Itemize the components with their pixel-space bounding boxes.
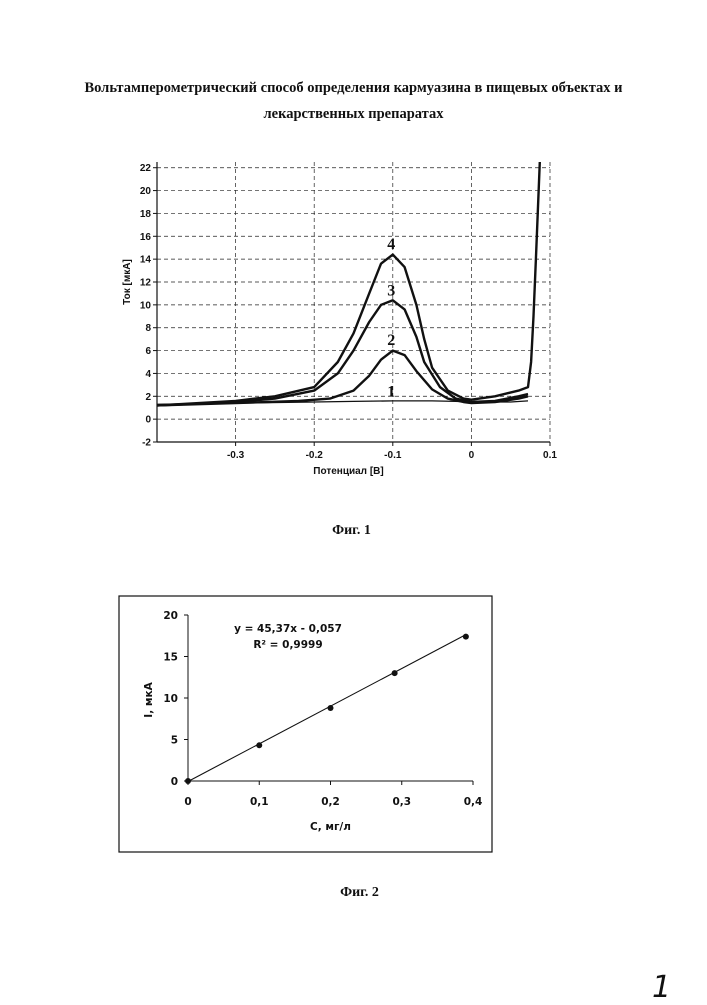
document-title-line-2: лекарственных препаратах: [0, 104, 707, 124]
series-line-4: [157, 162, 540, 405]
y-tick-label: 16: [140, 232, 152, 243]
y-tick-label: 22: [140, 163, 152, 174]
x-tick-label: 0.1: [543, 450, 557, 461]
x-tick-label: 0,3: [392, 796, 411, 808]
voltammogram-chart: -20246810121416182022-0.3-0.2-0.100.1123…: [120, 150, 570, 500]
x-tick-label: -0.1: [384, 450, 402, 461]
y-tick-label: 2: [145, 392, 151, 403]
r-squared: R² = 0,9999: [253, 639, 322, 651]
y-tick-label: 10: [140, 300, 152, 311]
x-axis-label: С, мг/л: [310, 821, 351, 833]
curve-label: 3: [387, 283, 395, 300]
x-axis-label: Потенциал [В]: [313, 466, 383, 477]
x-tick-label: 0,2: [321, 796, 340, 808]
series-line-2: [157, 351, 528, 406]
calibration-chart: 0 5 10 15 20 0 0,1 0,2 0,3 0,4 y = 45,37x - 0,057 R…: [118, 595, 493, 853]
y-tick-label: 4: [145, 369, 151, 380]
data-point: [392, 670, 398, 676]
curve-label: 1: [387, 383, 395, 400]
figure-1-caption: Фиг. 1: [0, 523, 705, 539]
curve-label: 2: [387, 332, 395, 349]
x-tick-label: 0: [184, 796, 191, 808]
y-tick-label: 20: [163, 610, 178, 622]
x-tick-label: 0,1: [250, 796, 269, 808]
x-tick-label: -0.2: [306, 450, 324, 461]
y-tick-label: 15: [163, 652, 178, 664]
figure-2-caption: Фиг. 2: [6, 885, 707, 901]
document-title-line-1: Вольтамперометрический способ определени…: [0, 78, 707, 98]
y-tick-label: 20: [140, 186, 152, 197]
curve-label: 4: [387, 236, 395, 253]
y-tick-label: 8: [145, 323, 151, 334]
data-point: [256, 742, 262, 748]
x-tick-label: 0: [469, 450, 475, 461]
data-point: [185, 778, 191, 784]
y-tick-label: 10: [163, 693, 178, 705]
y-tick-label: 0: [145, 415, 151, 426]
y-tick-label: 6: [145, 346, 151, 357]
y-tick-label: 12: [140, 278, 152, 289]
y-tick-label: 18: [140, 209, 152, 220]
y-tick-label: -2: [142, 438, 151, 449]
y-tick-label: 0: [171, 776, 178, 788]
x-tick-label: -0.3: [227, 450, 245, 461]
data-point: [328, 705, 334, 711]
y-tick-label: 14: [140, 255, 152, 266]
trendline: [188, 635, 466, 782]
y-tick-label: 5: [171, 735, 178, 747]
x-tick-label: 0,4: [464, 796, 483, 808]
data-point: [463, 634, 469, 640]
y-axis-label: I, мкА: [143, 681, 155, 717]
trendline-equation: y = 45,37x - 0,057: [234, 623, 342, 635]
y-axis-label: Ток [мкА]: [122, 259, 133, 305]
